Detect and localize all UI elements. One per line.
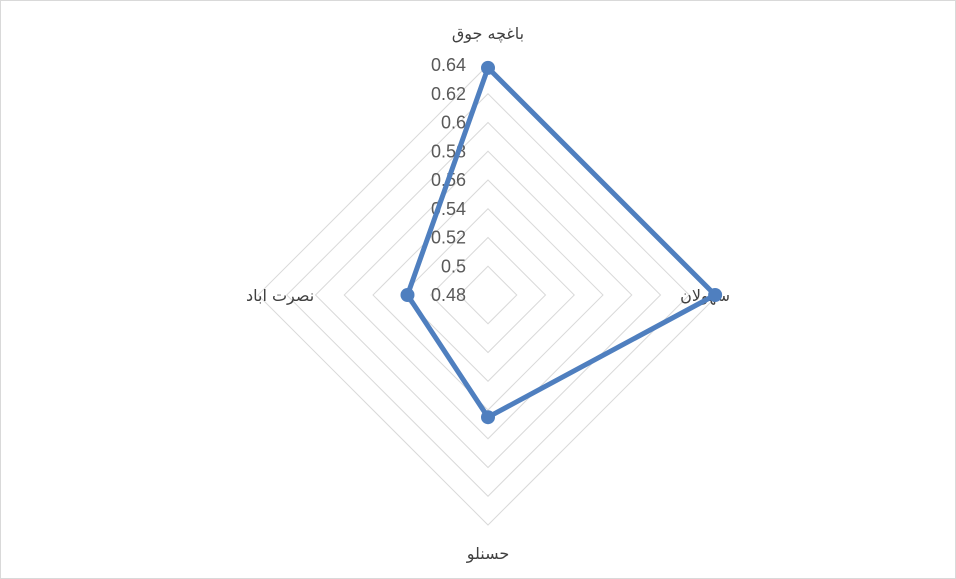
grid-ring xyxy=(372,179,604,411)
data-point xyxy=(708,288,723,302)
tick-label: 0.62 xyxy=(431,84,466,104)
grid-ring xyxy=(343,150,633,440)
tick-label: 0.52 xyxy=(431,228,466,248)
grid xyxy=(257,64,719,526)
tick-label: 0.6 xyxy=(441,113,466,133)
tick-label: 0.5 xyxy=(441,256,466,276)
grid-ring xyxy=(286,93,690,497)
tick-label: 0.48 xyxy=(431,285,466,305)
grid-ring xyxy=(458,265,518,325)
grid-ring xyxy=(314,121,662,469)
category-label: نصرت اباد xyxy=(246,286,314,306)
category-label: حسنلو xyxy=(466,544,510,564)
grid-ring xyxy=(257,64,719,526)
series xyxy=(400,60,723,425)
data-point xyxy=(481,410,495,425)
grid-ring xyxy=(429,236,547,354)
category-label: باغچه جوق xyxy=(452,24,524,44)
tick-labels: 0.480.50.520.540.560.580.60.620.64 xyxy=(431,55,466,305)
tick-label: 0.64 xyxy=(431,55,466,75)
data-point xyxy=(481,60,495,75)
data-point xyxy=(400,288,415,302)
grid-ring xyxy=(401,208,575,382)
